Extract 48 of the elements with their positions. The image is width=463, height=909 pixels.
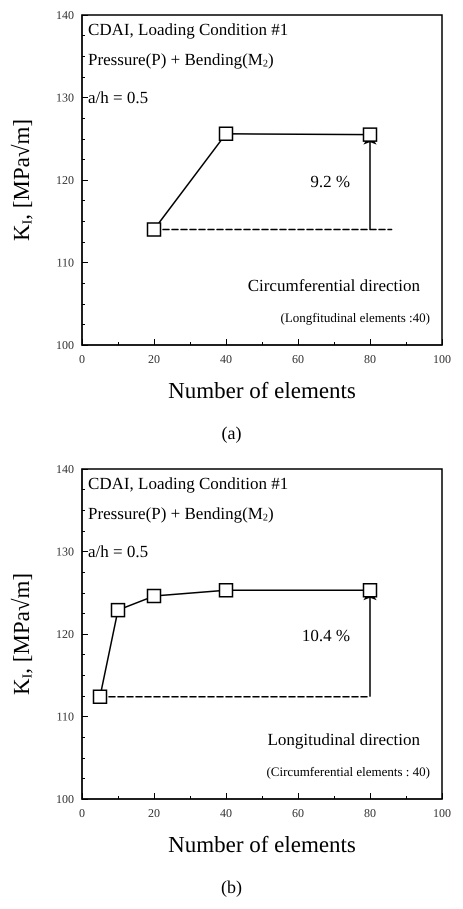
x-axis-title: Number of elements — [168, 832, 356, 857]
y-axis-title: KI, [MPa√m] — [8, 573, 34, 695]
x-tick-label: 80 — [364, 806, 376, 820]
y-tick-label: 130 — [56, 544, 74, 558]
point — [362, 583, 378, 598]
y-axis-title: KI, [MPa√m] — [8, 119, 34, 241]
x-tick-label: 60 — [292, 806, 304, 820]
annotation: 9.2 % — [310, 172, 350, 191]
annotation: (Longfitudinal elements :40) — [280, 310, 430, 325]
annotation: CDAI, Loading Condition #1 — [88, 474, 288, 493]
annotation: (Circumferential elements : 40) — [266, 764, 430, 779]
x-tick-label: 0 — [79, 806, 85, 820]
text: (b) — [221, 877, 242, 897]
x-tick-label: 80 — [364, 352, 376, 366]
annotation: Longitudinal direction — [268, 730, 420, 749]
y-tick-label: 110 — [56, 710, 74, 724]
x-tick-label: 40 — [220, 352, 232, 366]
text: (a) — [222, 423, 242, 443]
y-tick-label: 100 — [56, 338, 74, 352]
y-tick-label: 120 — [56, 173, 74, 187]
x-tick-label: 100 — [433, 806, 451, 820]
point — [146, 222, 162, 237]
point — [218, 583, 234, 598]
x-tick-label: 40 — [220, 806, 232, 820]
y-tick-label: 120 — [56, 627, 74, 641]
y-tick-label: 140 — [56, 462, 74, 476]
x-tick-label: 20 — [148, 806, 160, 820]
x-tick-label: 0 — [79, 352, 85, 366]
point — [92, 689, 108, 704]
y-tick-label: 140 — [56, 8, 74, 22]
y-tick-label: 100 — [56, 792, 74, 806]
x-tick-label: 60 — [292, 352, 304, 366]
x-tick-label: 100 — [433, 352, 451, 366]
y-tick-label: 110 — [56, 256, 74, 270]
x-tick-label: 20 — [148, 352, 160, 366]
point — [362, 127, 378, 142]
annotation: Pressure(P) + Bending(M2) — [88, 504, 274, 524]
point — [146, 588, 162, 604]
annotation: 10.4 % — [302, 626, 350, 645]
annotation: CDAI, Loading Condition #1 — [88, 20, 288, 39]
x-axis-title: Number of elements — [168, 378, 356, 403]
y-tick-label: 130 — [56, 90, 74, 104]
annotation: Pressure(P) + Bending(M2) — [88, 50, 274, 70]
annotation: a/h = 0.5 — [88, 542, 148, 561]
annotation: Circumferential direction — [248, 276, 420, 295]
annotation: a/h = 0.5 — [88, 88, 148, 107]
point — [110, 602, 126, 618]
point — [218, 126, 234, 142]
